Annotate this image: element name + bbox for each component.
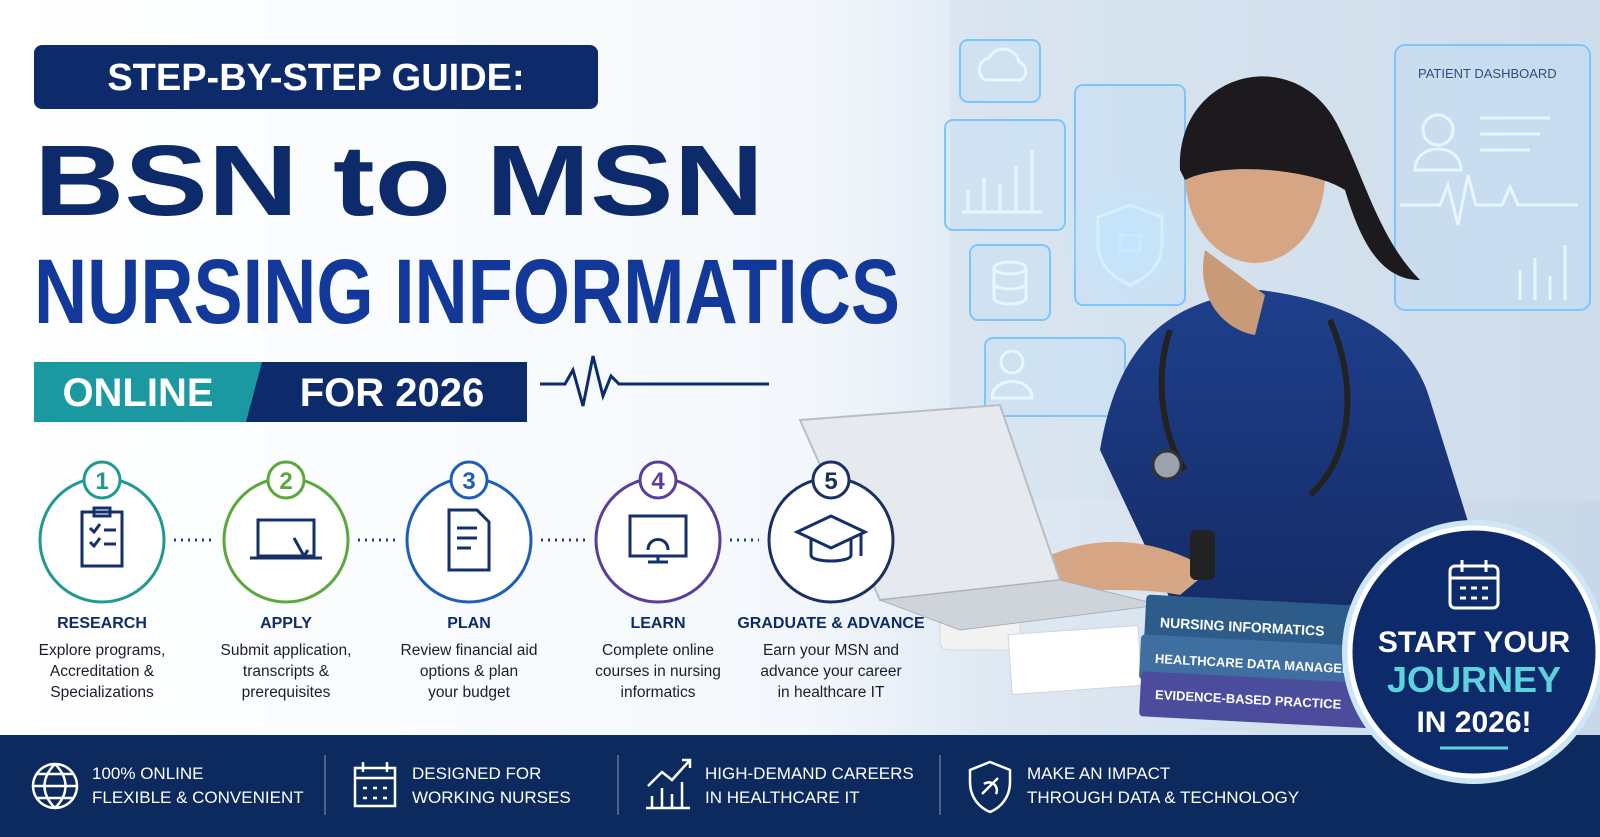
dash-avatar-body: [1413, 147, 1463, 172]
book: [1139, 671, 1371, 729]
step-description: in healthcare IT: [778, 684, 885, 701]
nurse: [1040, 76, 1480, 628]
watch: [1190, 530, 1215, 580]
dash-ecg: [1400, 174, 1578, 226]
bars-icon: [962, 150, 1042, 214]
heartbeat-line: [540, 355, 769, 407]
step-description: your budget: [428, 684, 511, 701]
step-number: 1: [95, 468, 108, 495]
step-description: Explore programs,: [39, 642, 166, 659]
dash-avatar: [1421, 113, 1455, 147]
dashboard-label: PATIENT DASHBOARD: [1418, 66, 1557, 81]
feature-text: FLEXIBLE & CONVENIENT: [92, 788, 304, 807]
kicker-box: [34, 45, 598, 109]
step-icon: [793, 514, 869, 563]
feature-icon: [31, 762, 79, 810]
step-title: PLAN: [447, 615, 491, 632]
panel-dashboard: [1394, 44, 1591, 311]
step-description: Specializations: [50, 684, 154, 701]
kicker: STEP-BY-STEP GUIDE:: [107, 57, 524, 99]
tag-left-box: [34, 362, 264, 422]
feature-text: MAKE AN IMPACT: [1027, 764, 1170, 783]
panel-chart: [944, 119, 1066, 231]
step-description: advance your career: [760, 663, 901, 680]
cloud-icon: [977, 47, 1028, 82]
feature-bar: [0, 735, 1600, 837]
dash-lines: [1480, 116, 1550, 152]
step-icon: [250, 518, 322, 560]
feature-text: WORKING NURSES: [412, 788, 571, 807]
step-badge: [811, 460, 851, 500]
notebook: [1007, 625, 1143, 695]
step-description: prerequisites: [242, 684, 331, 701]
step-description: Complete online: [602, 642, 714, 659]
title-line-1: BSN to MSN: [34, 125, 764, 237]
step-number: 5: [824, 468, 837, 495]
step-badge: [266, 460, 306, 500]
tag-right: FOR 2026: [300, 371, 485, 415]
panel-cloud: [959, 39, 1041, 103]
hands: [1040, 541, 1210, 595]
features: 100% ONLINE FLEXIBLE & CONVENIENT DESIGNED…: [31, 755, 1299, 815]
step-number: 4: [651, 468, 665, 495]
feature-icon: [353, 762, 397, 808]
step-number: 3: [462, 468, 475, 495]
step-description: informatics: [621, 684, 696, 701]
step-description: options & plan: [420, 663, 518, 680]
feature-icon: [646, 758, 692, 810]
cta-circle: [1347, 525, 1600, 779]
cta-calendar-icon: [1448, 560, 1500, 610]
profile-icon-body: [990, 380, 1034, 400]
title-line-2: NURSING INFORMATICS: [34, 241, 900, 343]
feature-icon: [968, 760, 1012, 814]
neck: [1203, 250, 1265, 335]
cta-line: IN 2026!: [1416, 706, 1531, 739]
books: NURSING INFORMATICS HEALTHCARE DATA MANA…: [1139, 594, 1379, 729]
step-badge: [449, 460, 489, 500]
step-icon: [80, 506, 124, 568]
tag-left: ONLINE: [62, 371, 213, 415]
feature-text: IN HEALTHCARE IT: [705, 788, 860, 807]
step-title: LEARN: [630, 615, 685, 632]
step-description: Submit application,: [221, 642, 352, 659]
stethoscope-head: [1151, 449, 1183, 481]
step-description: Earn your MSN and: [763, 642, 899, 659]
feature-text: DESIGNED FOR: [412, 764, 541, 783]
step-description: Accreditation &: [50, 663, 155, 680]
step-number: 2: [279, 468, 292, 495]
steps: 1 RESEARCH Explore programs, Accreditation …: [38, 460, 925, 701]
step-description: Review financial aid: [401, 642, 538, 659]
cta-line: JOURNEY: [1387, 659, 1561, 700]
step-description: courses in nursing: [595, 663, 721, 680]
shield-glow: [1060, 170, 1200, 310]
cta-line: START YOUR: [1378, 626, 1571, 659]
feature-text: THROUGH DATA & TECHNOLOGY: [1027, 788, 1299, 807]
hair: [1179, 76, 1420, 280]
step-icon: [628, 514, 688, 564]
step-description: transcripts &: [243, 663, 330, 680]
dash-bars: [1518, 245, 1567, 300]
panel-profile: [984, 337, 1126, 417]
tag-right-box: [246, 362, 527, 422]
step-title: RESEARCH: [57, 615, 147, 632]
panel-database: [969, 244, 1051, 321]
db-icon-body: [992, 268, 1028, 306]
step-icon: [447, 508, 491, 572]
feature-text: 100% ONLINE: [92, 764, 204, 783]
step-title: APPLY: [260, 615, 312, 632]
feature-text: HIGH-DEMAND CAREERS: [705, 764, 914, 783]
step-badge: [638, 460, 678, 500]
profile-icon: [999, 349, 1025, 375]
step-title: GRADUATE & ADVANCE: [737, 615, 925, 632]
step-badge: [82, 460, 122, 500]
